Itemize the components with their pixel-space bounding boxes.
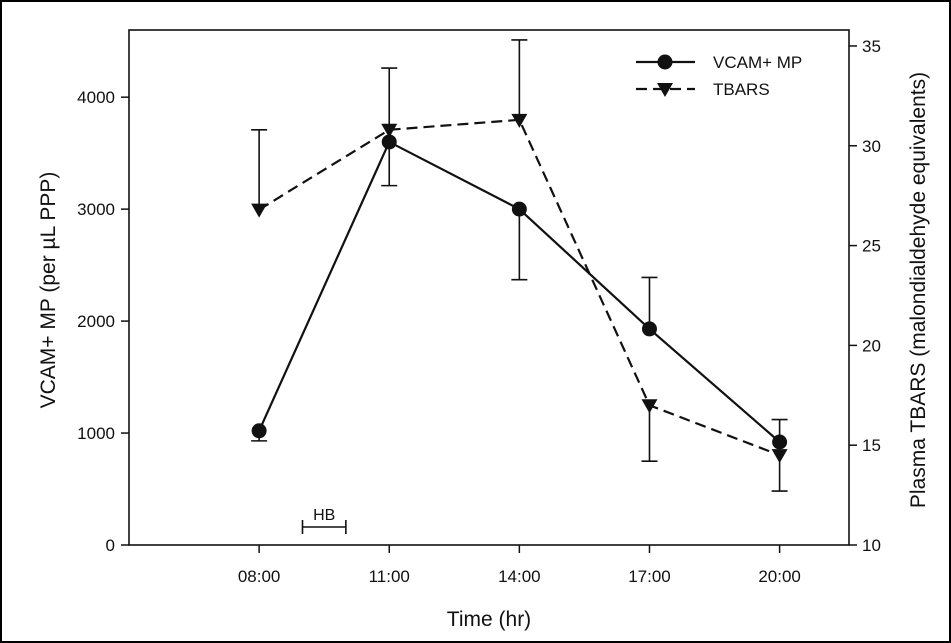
data-point-tbars <box>511 113 528 128</box>
hb-label: HB <box>313 507 335 524</box>
series-vcam-mp <box>251 67 788 450</box>
data-point-vcam-mp <box>381 134 397 150</box>
data-point-vcam-mp <box>641 321 657 337</box>
y-right-tick-label: 20 <box>862 336 881 355</box>
annotation: HB <box>301 507 347 534</box>
x-axis-title: Time (hr) <box>447 608 531 631</box>
data-point-vcam-mp <box>772 434 788 450</box>
legend-label-vcam-mp: VCAM+ MP <box>713 53 802 72</box>
data-point-tbars <box>381 123 398 138</box>
x-tick-label: 17:00 <box>628 567 671 586</box>
series-layer <box>251 39 788 492</box>
series-tbars <box>251 39 788 492</box>
legend-marker-vcam-mp <box>657 54 673 70</box>
y-right-tick-label: 25 <box>862 237 881 256</box>
axis-titles: Time (hr) VCAM+ MP (per µL PPP) Plasma T… <box>37 72 930 631</box>
x-tick-label: 11:00 <box>369 567 410 586</box>
y-left-tick-label: 0 <box>106 536 115 555</box>
data-point-tbars <box>251 203 268 218</box>
axes: 0 1000 2000 3000 4000 10 15 20 25 30 35 08:00 11:00 1… <box>77 29 881 586</box>
plot-area-border <box>128 29 850 546</box>
y-right-tick-label: 35 <box>862 37 881 56</box>
series-line-tbars <box>258 118 780 457</box>
series-line-vcam-mp <box>258 140 781 443</box>
y-left-tick-label: 2000 <box>77 312 115 331</box>
data-point-tbars <box>641 399 658 414</box>
y-right-tick-label: 10 <box>862 536 881 555</box>
data-point-tbars <box>771 449 788 464</box>
data-point-vcam-mp <box>251 423 267 439</box>
x-tick-label: 14:00 <box>498 567 541 586</box>
y-right-tick-label: 15 <box>862 436 881 455</box>
y-axis-title-right: Plasma TBARS (malondialdehyde equivalent… <box>907 72 930 508</box>
legend: VCAM+ MP TBARS <box>636 53 802 99</box>
data-point-vcam-mp <box>511 201 527 217</box>
y-left-tick-label: 3000 <box>77 200 115 219</box>
x-tick-label: 20:00 <box>758 567 801 586</box>
y-left-tick-label: 4000 <box>77 88 115 107</box>
legend-marker-tbars <box>657 83 673 97</box>
y-axis-title-left: VCAM+ MP (per µL PPP) <box>37 172 60 409</box>
legend-label-tbars: TBARS <box>713 80 770 99</box>
y-left-tick-label: 1000 <box>77 424 115 443</box>
y-right-tick-label: 30 <box>862 137 881 156</box>
x-tick-label: 08:00 <box>238 567 281 586</box>
